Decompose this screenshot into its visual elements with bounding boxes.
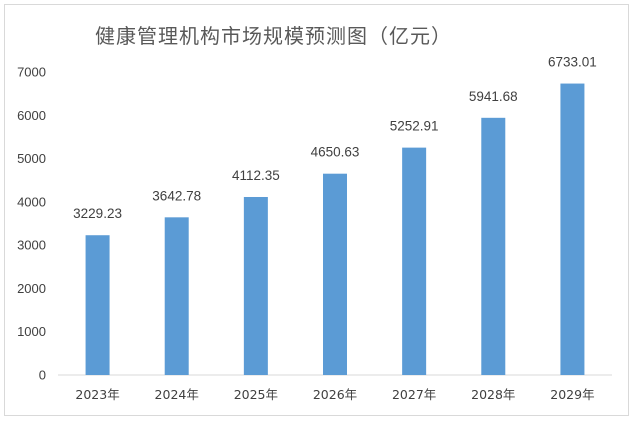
bars (85, 83, 585, 376)
y-axis-ticks: 0 1000 2000 3000 4000 5000 6000 7000 (17, 65, 46, 383)
chart-title: 健康管理机构市场规模预测图（亿元） (95, 24, 452, 48)
x-tick-label: 2025年 (234, 387, 278, 402)
bar (85, 235, 110, 375)
data-label: 3642.78 (152, 188, 201, 203)
bar (402, 147, 427, 375)
x-tick-label: 2023年 (75, 387, 119, 402)
y-tick-label: 5000 (17, 151, 46, 166)
data-label: 5941.68 (469, 89, 518, 104)
x-axis-ticks: 2023年 2024年 2025年 2026年 2027年 2028年 2029年 (75, 387, 594, 402)
x-tick-label: 2024年 (155, 387, 199, 402)
y-tick-label: 6000 (17, 108, 46, 123)
y-tick-label: 3000 (17, 238, 46, 253)
bar (243, 196, 268, 375)
y-tick-label: 4000 (17, 194, 46, 209)
data-label: 4650.63 (311, 145, 360, 160)
y-tick-label: 1000 (17, 324, 46, 339)
data-label: 3229.23 (73, 206, 122, 221)
x-tick-label: 2029年 (550, 387, 594, 402)
bar (323, 173, 347, 375)
data-labels: 3229.23 3642.78 4112.35 4650.63 5252.91 5941.… (73, 55, 597, 222)
bar (164, 217, 189, 375)
bar (560, 83, 585, 375)
y-tick-label: 7000 (17, 65, 46, 80)
data-label: 6733.01 (548, 55, 597, 70)
y-tick-label: 2000 (17, 281, 46, 296)
x-tick-label: 2026年 (313, 387, 357, 402)
data-label: 5252.91 (390, 119, 439, 134)
x-tick-label: 2028年 (471, 387, 515, 402)
y-tick-label: 0 (39, 368, 46, 383)
data-label: 4112.35 (232, 168, 280, 183)
bar (481, 117, 506, 376)
x-tick-label: 2027年 (392, 387, 436, 402)
